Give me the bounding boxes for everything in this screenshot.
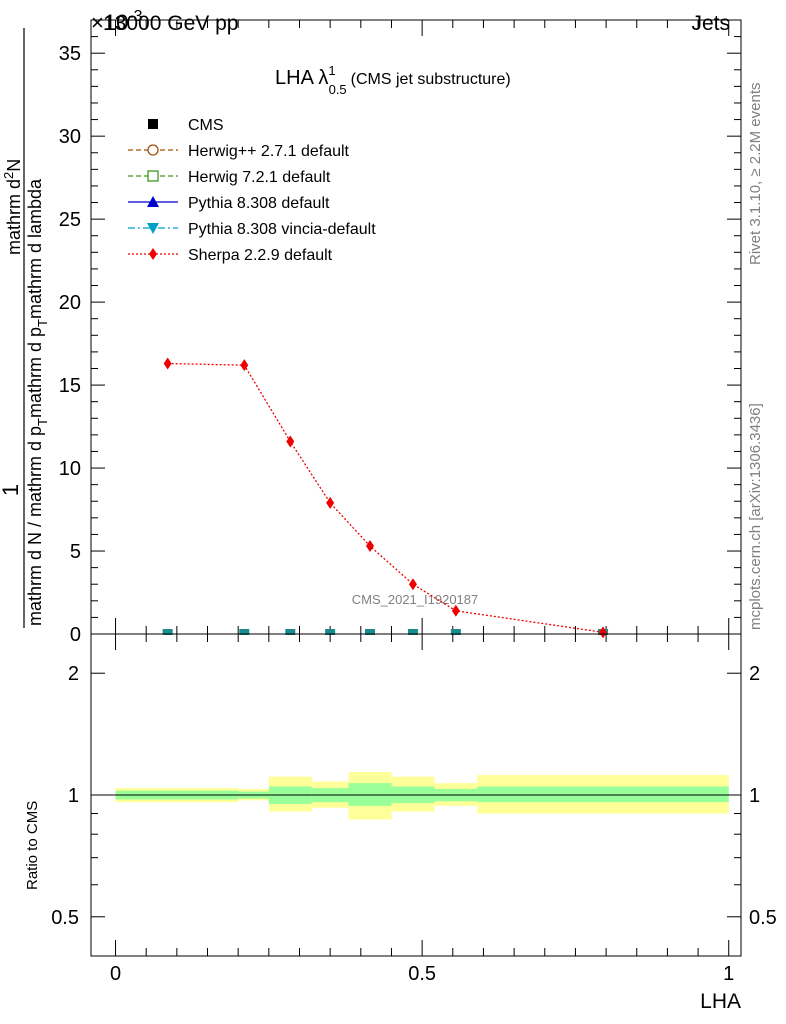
legend-entry-label: Sherpa 2.2.9 default: [188, 247, 333, 264]
legend-marker: [147, 223, 159, 234]
overlap-marker: [365, 629, 376, 635]
energy-label: 13000 GeV pp: [103, 12, 238, 35]
overlap-marker: [325, 629, 336, 635]
overlap-marker: [450, 629, 461, 635]
overlap-marker: [239, 629, 250, 635]
ratio-y-tick-label-right: 2: [749, 663, 760, 685]
process-label: Jets: [691, 12, 730, 35]
main-y-axis: 0 5 10 15 20 25 30 35: [59, 36, 741, 646]
y-tick-label: 35: [59, 43, 81, 65]
x-axis-label: LHA: [700, 990, 741, 1013]
legend-entry-label: Pythia 8.308 vincia-default: [188, 221, 376, 238]
sherpa-point: [599, 626, 608, 639]
legend-entry-label: Herwig 7.2.1 default: [188, 169, 331, 186]
ratio-ylabel: Ratio to CMS: [24, 801, 41, 890]
multiplier-exponent: -3: [128, 8, 142, 25]
x-tick-label: 0.5: [408, 963, 436, 985]
overlap-marker: [162, 629, 173, 635]
mcplots-label: mcplots.cern.ch [arXiv:1306.3436]: [747, 403, 764, 630]
main-series-layer: [162, 357, 609, 639]
legend-marker: [147, 196, 159, 207]
legend-marker: [147, 144, 159, 156]
ratio-y-tick-label-right: 0.5: [749, 907, 777, 929]
y-tick-label: 25: [59, 209, 81, 231]
y-tick-label: 0: [70, 624, 81, 646]
x-tick-label: 1: [723, 963, 734, 985]
ratio-y-tick-label: 2: [68, 663, 79, 685]
y-tick-label: 20: [59, 292, 81, 314]
sherpa-point: [286, 435, 295, 448]
band-inner: [348, 783, 392, 806]
legend-entry-label: Pythia 8.308 default: [188, 195, 330, 212]
sherpa-point: [366, 540, 375, 553]
sherpa-point: [240, 359, 249, 372]
sherpa-line: [167, 362, 604, 633]
y-tick-label: 15: [59, 375, 81, 397]
ratio-y-tick-label: 0.5: [51, 907, 79, 929]
main-ylabel: 1 mathrm d N / mathrm d pTmathrm d pTmat…: [0, 28, 50, 628]
ylabel-numerator: 1: [0, 484, 23, 496]
x-tick-label: 0: [110, 963, 121, 985]
ratio-x-axis: 0 0.5 1: [110, 634, 734, 985]
sherpa-point: [451, 604, 460, 617]
ratio-y-tick-label: 1: [68, 785, 79, 807]
legend-marker: [148, 119, 158, 129]
band-inner: [477, 786, 729, 803]
ratio-y-axis: 0.5 0.5 1 1 2 2: [51, 663, 777, 929]
sherpa-point: [408, 578, 417, 591]
rivet-label: Rivet 3.1.10, ≥ 2.2M events: [747, 83, 764, 266]
ratio-y-tick-label-right: 1: [749, 785, 760, 807]
legend-entry-label: CMS: [188, 117, 224, 134]
analysis-watermark: CMS_2021_I1920187: [352, 592, 479, 607]
legend-marker: [147, 170, 159, 182]
y-tick-label: 5: [70, 541, 81, 563]
legend-entry-label: Herwig++ 2.7.1 default: [188, 143, 350, 160]
ylabel-denominator: mathrm d N / mathrm d pTmathrm d pTmathr…: [25, 178, 50, 626]
ratio-bands: [115, 771, 729, 820]
sherpa-point: [326, 496, 335, 509]
legend-marker: [149, 248, 157, 260]
plot-title: LHA λ1 0.5(CMS jet substructure): [275, 63, 511, 97]
overlap-marker: [285, 629, 296, 635]
ylabel-d2n: mathrm d2N: [1, 159, 24, 255]
y-tick-label: 10: [59, 458, 81, 480]
sherpa-point: [163, 357, 172, 370]
overlap-marker: [407, 629, 418, 635]
main-x-axis-ticks: [115, 20, 730, 634]
legend: CMS Herwig++ 2.7.1 default Herwig 7.2.1 de…: [128, 117, 376, 264]
main-panel-frame: [90, 19, 742, 635]
multiplier-label: ×10-3: [91, 8, 143, 35]
y-tick-label: 30: [59, 126, 81, 148]
